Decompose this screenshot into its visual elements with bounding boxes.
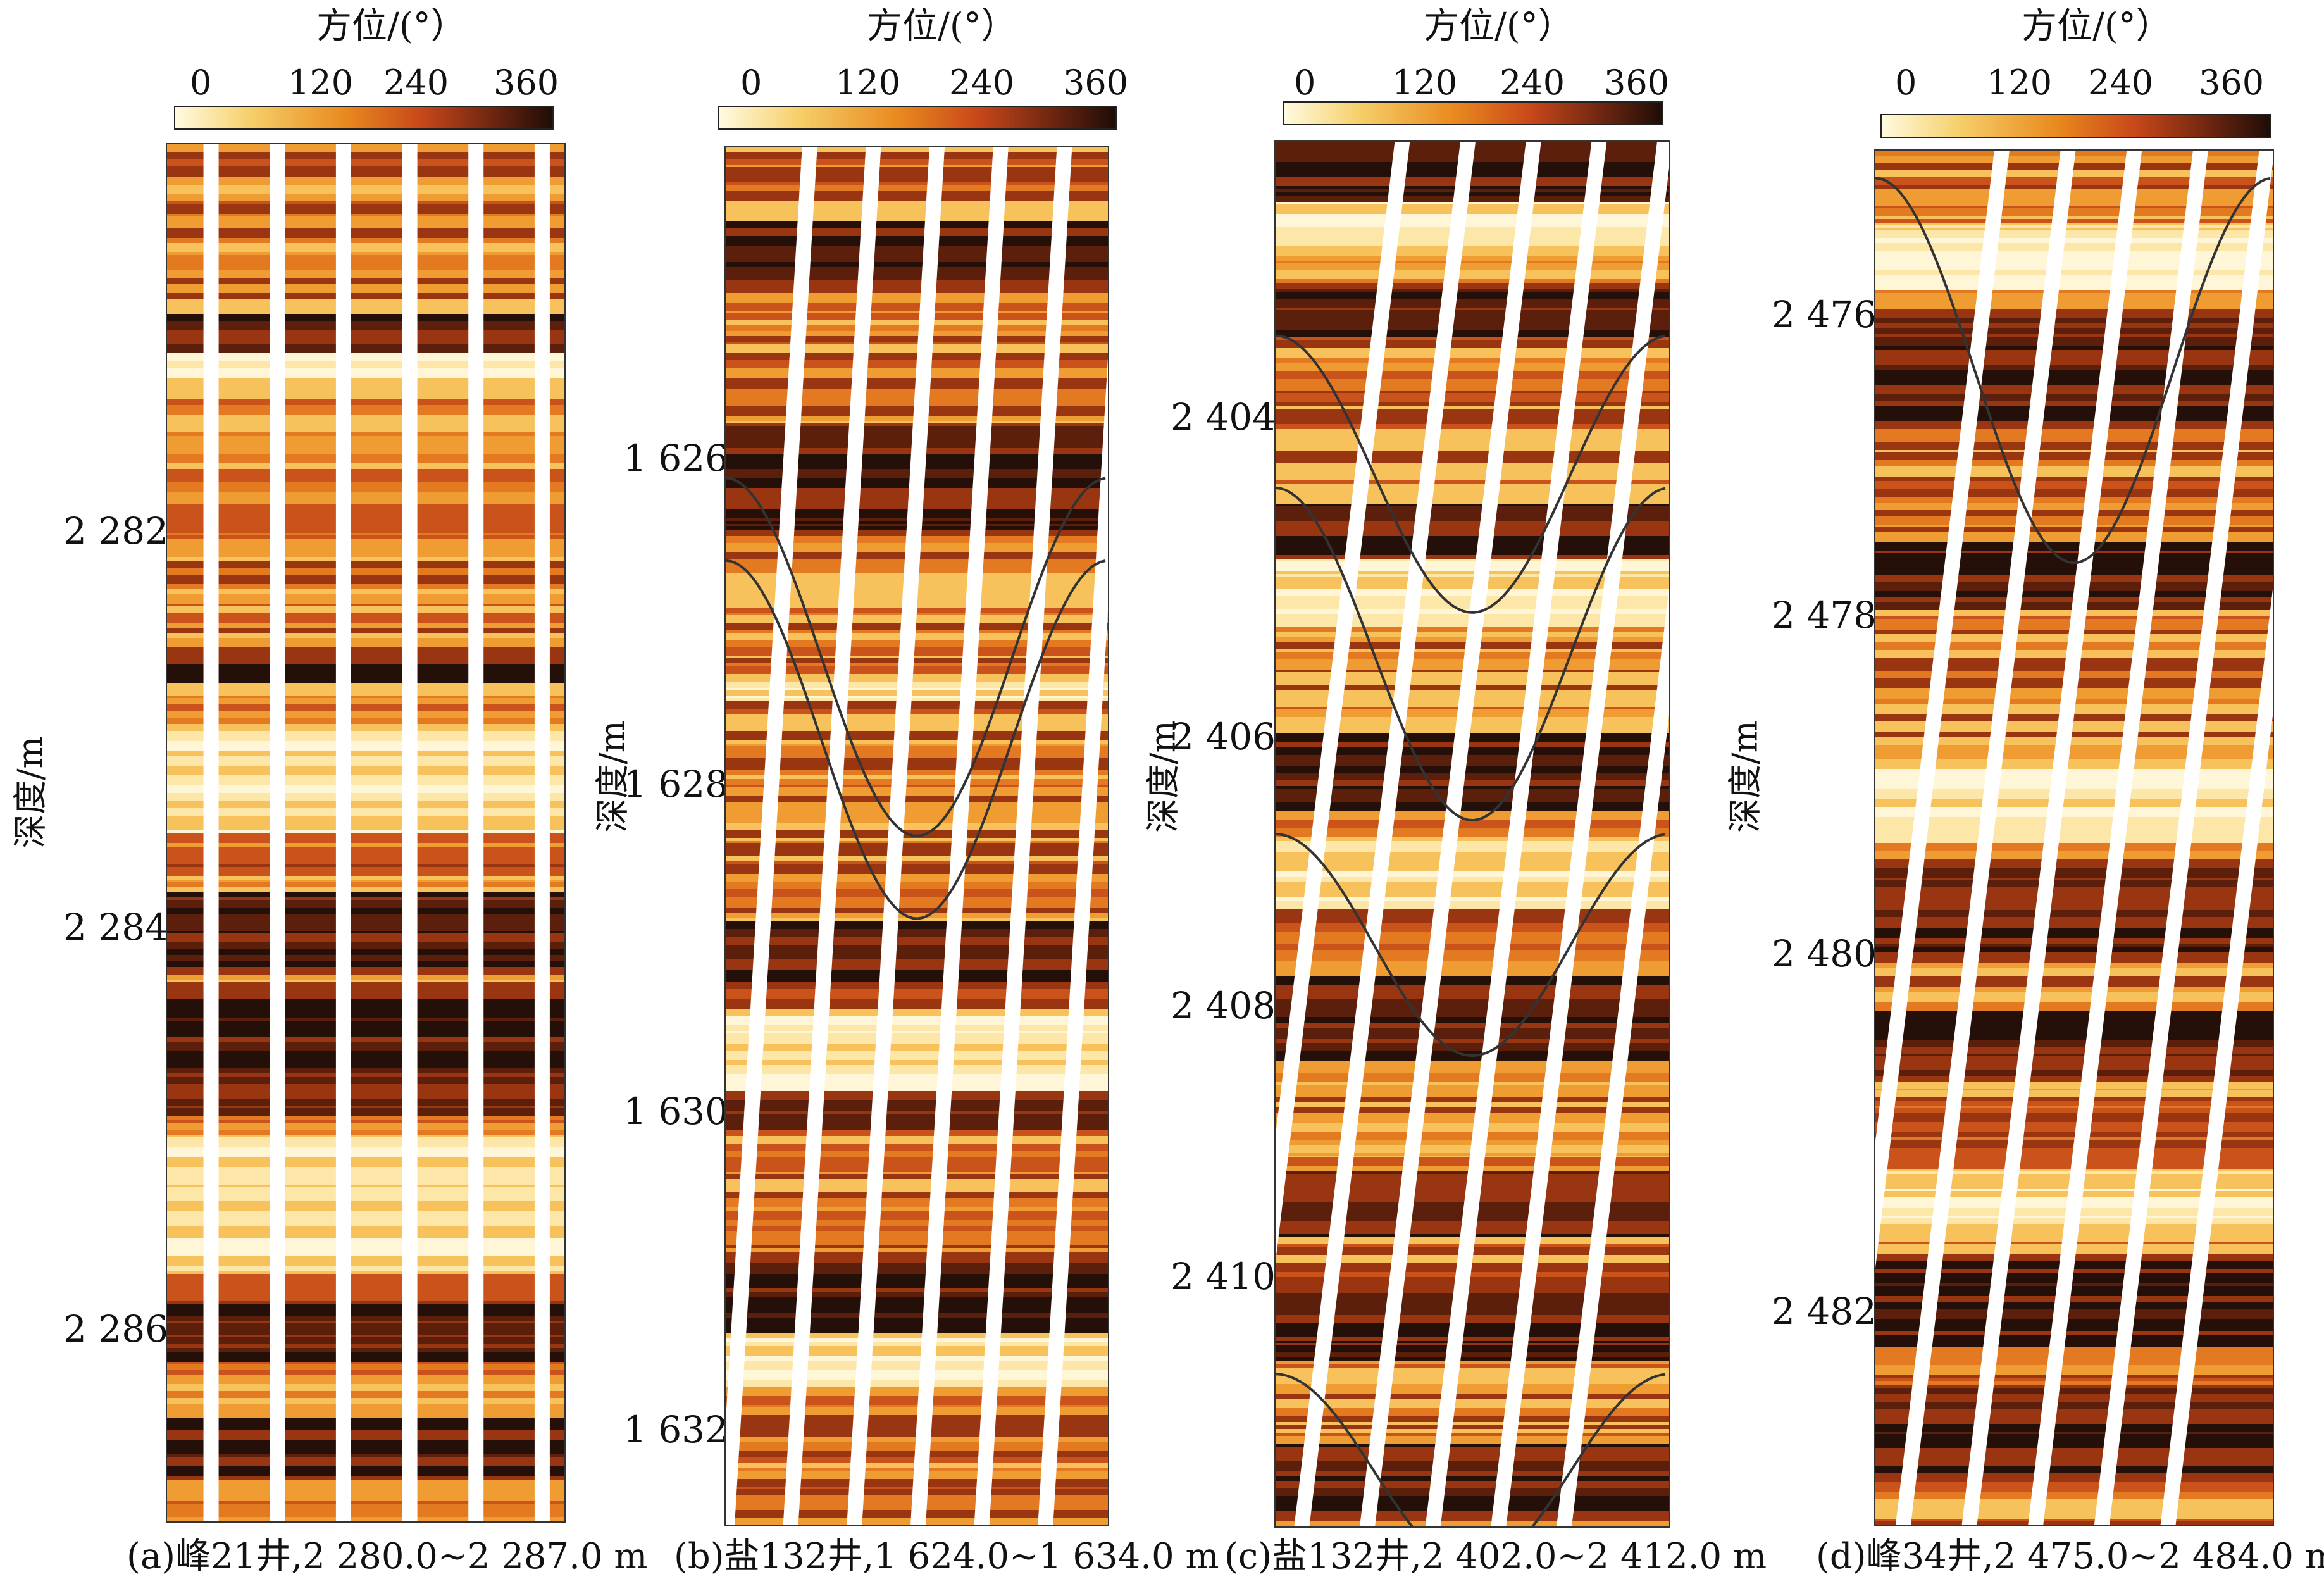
colorbar-tick-c-120: 120 [1392,63,1458,103]
colorbar-tick-c-360: 360 [1604,63,1670,103]
caption-b: (b)盐132井,1 624.0~1 634.0 m [674,1536,1219,1577]
caption-a: (a)峰21井,2 280.0~2 287.0 m [127,1536,648,1577]
colorbar-tick-b-0: 0 [740,63,762,103]
header-b: 方位/(°） [867,6,1017,47]
image-log-panel-a [166,143,566,1523]
header-c: 方位/(°） [1424,6,1574,47]
depth-tick-d-0: 2 476 [1772,293,1877,336]
depth-tick-c-3: 2 410 [1171,1255,1276,1298]
colorbar-tick-b-120: 120 [835,63,901,103]
colorbar-tick-a-360: 360 [494,63,559,103]
image-log-panel-d [1874,149,2274,1526]
y-axis-label-d: 深度/m [1725,720,1765,833]
colorbar-tick-d-360: 360 [2199,63,2265,103]
colorbar-c [1283,101,1663,125]
depth-tick-a-2: 2 286 [63,1307,169,1351]
colorbar-tick-a-0: 0 [190,63,212,103]
depth-tick-b-0: 1 626 [623,437,729,480]
colorbar-d [1880,114,2271,138]
colorbar-tick-a-120: 120 [288,63,354,103]
colorbar-a [174,106,554,130]
colorbar-tick-d-0: 0 [1895,63,1917,103]
colorbar-tick-d-120: 120 [1987,63,2053,103]
colorbar-tick-b-240: 240 [949,63,1015,103]
depth-tick-c-1: 2 406 [1171,715,1276,758]
colorbar-tick-a-240: 240 [383,63,449,103]
caption-c: (c)盐132井,2 402.0~2 412.0 m [1224,1536,1767,1577]
y-axis-label-a: 深度/m [10,736,51,849]
header-d: 方位/(°） [2022,6,2172,47]
colorbar-tick-c-0: 0 [1294,63,1316,103]
depth-tick-a-1: 2 284 [63,906,169,949]
depth-tick-d-3: 2 482 [1772,1290,1877,1333]
colorbar-b [718,106,1117,130]
depth-tick-b-2: 1 630 [623,1090,729,1133]
header-a: 方位/(°） [316,6,466,47]
image-log-panel-b [724,146,1109,1526]
depth-tick-d-2: 2 480 [1772,932,1877,975]
colorbar-tick-b-360: 360 [1063,63,1129,103]
depth-tick-a-0: 2 282 [63,509,169,552]
depth-tick-c-0: 2 404 [1171,396,1276,439]
caption-d: (d)峰34井,2 475.0~2 484.0 m [1816,1536,2324,1577]
colorbar-tick-c-240: 240 [1500,63,1565,103]
image-log-panel-c [1274,140,1670,1528]
depth-tick-b-1: 1 628 [623,763,729,806]
depth-tick-d-1: 2 478 [1772,594,1877,637]
colorbar-tick-d-240: 240 [2088,63,2154,103]
depth-tick-b-3: 1 632 [623,1408,729,1451]
depth-tick-c-2: 2 408 [1171,984,1276,1027]
